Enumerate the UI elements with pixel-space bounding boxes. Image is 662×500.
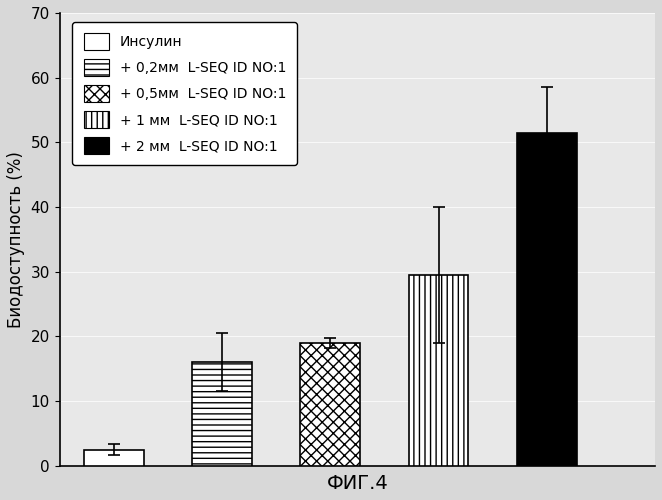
Bar — [517, 132, 577, 466]
Y-axis label: Биодоступность (%): Биодоступность (%) — [7, 151, 25, 328]
Bar — [84, 450, 144, 466]
Legend: Инсулин, + 0,2мм  L-SEQ ID NO:1, + 0,5мм  L-SEQ ID NO:1, + 1 мм  L-SEQ ID NO:1, : Инсулин, + 0,2мм L-SEQ ID NO:1, + 0,5мм … — [73, 22, 297, 165]
Bar — [301, 343, 360, 466]
Bar — [408, 275, 468, 466]
X-axis label: ФИГ.4: ФИГ.4 — [326, 474, 388, 493]
Bar — [192, 362, 252, 466]
